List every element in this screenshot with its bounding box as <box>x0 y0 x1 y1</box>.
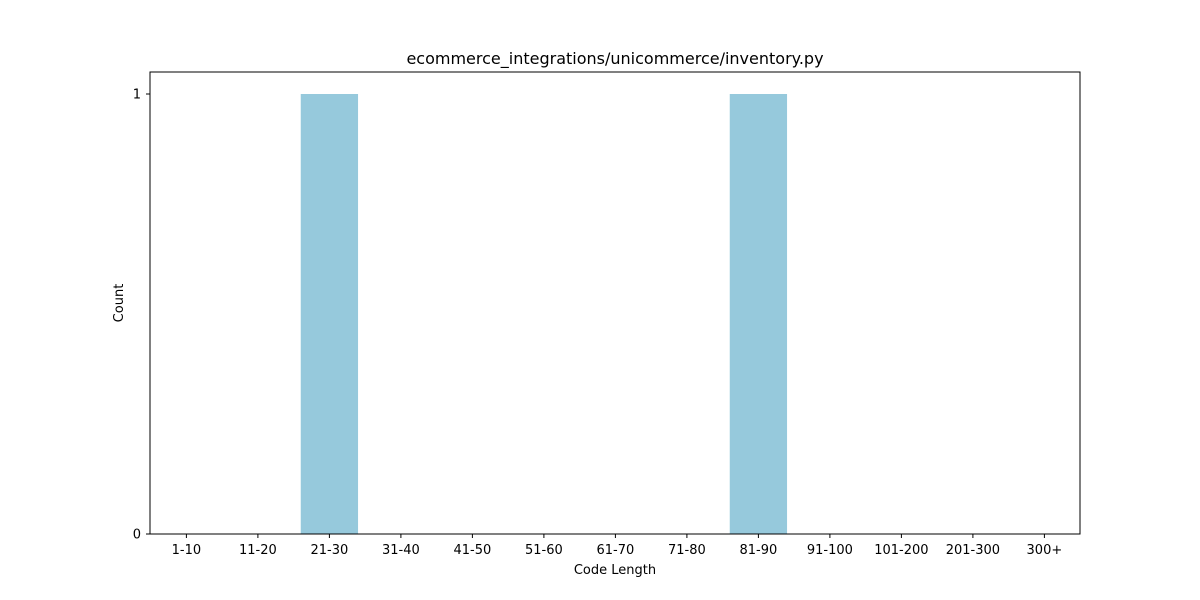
x-tick-label: 201-300 <box>946 543 1000 558</box>
x-tick-label: 61-70 <box>597 543 635 558</box>
y-tick-label: 0 <box>133 528 141 543</box>
x-tick-label: 101-200 <box>874 543 928 558</box>
x-tick-label: 71-80 <box>668 543 706 558</box>
bar-21-30 <box>300 94 359 534</box>
x-tick-label: 41-50 <box>454 543 492 558</box>
x-axis-label: Code Length <box>574 563 656 578</box>
y-axis-label: Count <box>112 284 127 323</box>
bar-81-90 <box>729 94 788 534</box>
x-tick-label: 91-100 <box>807 543 853 558</box>
x-axis-ticks: 1-10 11-20 21-30 31-40 41-50 51-60 61-70 71-80 8… <box>172 534 1063 558</box>
bars-layer <box>300 94 788 534</box>
x-tick-label: 21-30 <box>311 543 349 558</box>
x-tick-label: 1-10 <box>172 543 202 558</box>
x-tick-label: 51-60 <box>525 543 563 558</box>
x-tick-label: 300+ <box>1027 543 1063 558</box>
x-tick-label: 31-40 <box>382 543 420 558</box>
y-axis-ticks: 01 <box>133 88 150 543</box>
y-tick-label: 1 <box>133 88 141 103</box>
chart-title: ecommerce_integrations/unicommerce/inven… <box>406 49 823 69</box>
x-tick-label: 81-90 <box>740 543 778 558</box>
x-tick-label: 11-20 <box>239 543 277 558</box>
